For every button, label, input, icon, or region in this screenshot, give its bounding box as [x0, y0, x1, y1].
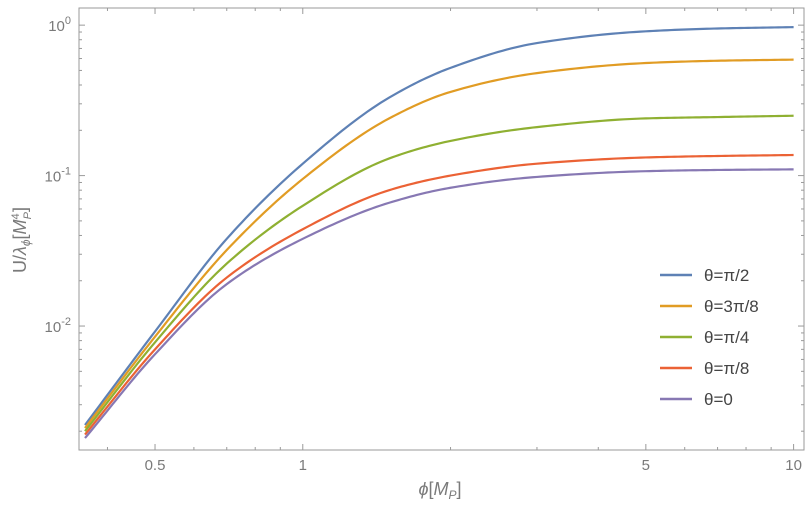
y-tick-label: 100: [48, 15, 71, 35]
legend-label: θ=3π/8: [704, 297, 759, 316]
x-axis-ticks: 0.5 1 5 10: [106, 8, 802, 474]
series-line-4: [84, 168, 794, 439]
x-axis-title: ϕ[MP]: [418, 479, 461, 502]
legend-label: θ=0: [704, 390, 733, 409]
series-line-1: [84, 58, 794, 429]
series-lines: [84, 26, 794, 439]
y-axis-ticks: 100 10-1 10-2: [45, 15, 804, 432]
y-tick-label: 10-2: [45, 316, 71, 336]
legend: θ=π/2 θ=3π/8 θ=π/4 θ=π/8 θ=0: [660, 266, 759, 409]
legend-label: θ=π/4: [704, 328, 749, 347]
x-tick-label: 1: [299, 457, 307, 474]
x-tick-label: 10: [785, 457, 802, 474]
series-line-0: [84, 26, 794, 426]
x-tick-label: 5: [642, 457, 650, 474]
legend-label: θ=π/8: [704, 359, 749, 378]
series-line-3: [84, 153, 794, 436]
y-tick-label: 10-1: [45, 166, 71, 186]
series-line-2: [84, 114, 794, 432]
y-axis-title: U/λϕ[M4P]: [10, 207, 34, 273]
legend-label: θ=π/2: [704, 266, 749, 285]
x-tick-label: 0.5: [145, 457, 166, 474]
plot-border: [78, 7, 805, 451]
plot-frame: [78, 7, 805, 451]
